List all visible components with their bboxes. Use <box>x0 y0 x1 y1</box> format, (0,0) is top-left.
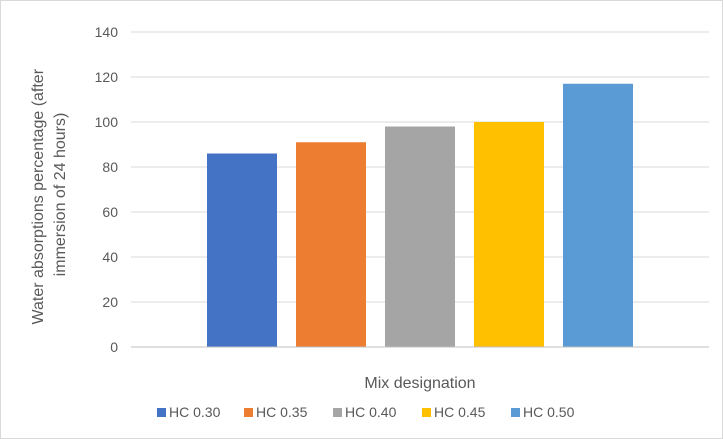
y-tick-label: 80 <box>102 159 118 175</box>
bar-hc-0-30 <box>207 153 277 347</box>
bars <box>207 83 633 347</box>
y-tick-label: 0 <box>110 339 118 355</box>
y-axis-title-line-1: Water absorptions percentage (after <box>30 68 47 324</box>
y-axis-ticks: 0 20 40 60 80 100 120 140 <box>95 24 119 355</box>
y-tick-label: 20 <box>102 294 118 310</box>
y-tick-label: 40 <box>102 249 118 265</box>
legend-label: HC 0.35 <box>256 404 308 420</box>
y-tick-label: 60 <box>102 204 118 220</box>
y-axis-title-line-2: immersion of 24 hours) <box>52 113 69 277</box>
legend-swatch <box>157 408 166 417</box>
legend-label: HC 0.45 <box>434 404 486 420</box>
legend-swatch <box>422 408 431 417</box>
legend: HC 0.30 HC 0.35 HC 0.40 HC 0.45 HC 0.50 <box>157 404 575 420</box>
bar-hc-0-40 <box>385 126 455 347</box>
legend-swatch <box>333 408 342 417</box>
legend-label: HC 0.50 <box>523 404 575 420</box>
y-tick-label: 100 <box>95 114 119 130</box>
legend-swatch <box>511 408 520 417</box>
x-axis-title: Mix designation <box>364 375 475 392</box>
legend-label: HC 0.40 <box>345 404 397 420</box>
legend-label: HC 0.30 <box>169 404 221 420</box>
y-tick-label: 140 <box>95 24 119 40</box>
y-tick-label: 120 <box>95 69 119 85</box>
bar-hc-0-35 <box>296 142 366 347</box>
bar-hc-0-50 <box>563 83 633 347</box>
bar-hc-0-45 <box>474 122 544 347</box>
y-axis-title: Water absorptions percentage (after imme… <box>30 65 69 325</box>
legend-swatch <box>244 408 253 417</box>
